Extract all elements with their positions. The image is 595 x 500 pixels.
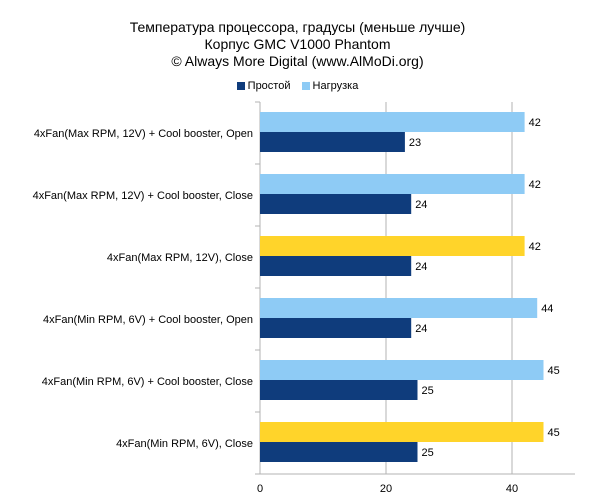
data-label-idle: 24	[415, 261, 427, 273]
bar-load	[260, 298, 538, 318]
bar-idle	[260, 442, 418, 462]
category-label: 4xFan(Min RPM, 6V) + Cool booster, Open	[43, 314, 253, 326]
legend-item-load: Нагрузка	[301, 80, 359, 92]
bar-idle	[260, 380, 418, 400]
data-label-idle: 25	[422, 385, 434, 397]
data-label-load: 45	[548, 365, 560, 377]
data-label-idle: 24	[415, 323, 427, 335]
bar-idle	[260, 194, 412, 214]
legend-swatch-load	[301, 82, 310, 90]
data-label-load: 42	[529, 179, 541, 191]
bar-idle	[260, 256, 412, 276]
data-label-idle: 24	[415, 199, 427, 211]
category-label: 4xFan(Max RPM, 12V), Close	[107, 252, 253, 264]
bar-idle	[260, 318, 412, 338]
data-label-load: 42	[529, 241, 541, 253]
x-tick-label: 20	[380, 483, 392, 495]
bar-load	[260, 236, 525, 256]
data-label-load: 44	[541, 303, 553, 315]
category-label: 4xFan(Max RPM, 12V) + Cool booster, Clos…	[33, 190, 253, 202]
chart-subtitle: Корпус GMC V1000 Phantom	[204, 36, 391, 52]
chart-copyright: © Always More Digital (www.AlMoDi.org)	[171, 53, 424, 69]
bar-load	[260, 360, 544, 380]
bar-load	[260, 422, 544, 442]
chart-title: Температура процессора, градусы (меньше …	[129, 19, 466, 35]
bar-load	[260, 174, 525, 194]
legend-swatch-idle	[236, 82, 245, 90]
x-tick-label: 40	[506, 483, 518, 495]
legend-label-load: Нагрузка	[312, 80, 359, 92]
bar-idle	[260, 132, 405, 152]
legend-label-idle: Простой	[247, 80, 291, 92]
x-tick-label: 0	[257, 483, 263, 495]
bar-load	[260, 112, 525, 132]
data-label-load: 45	[548, 427, 560, 439]
data-label-idle: 25	[422, 447, 434, 459]
legend-item-idle: Простой	[236, 80, 291, 92]
data-label-idle: 23	[409, 137, 421, 149]
data-label-load: 42	[529, 117, 541, 129]
category-label: 4xFan(Min RPM, 6V) + Cool booster, Close	[42, 376, 253, 388]
category-label: 4xFan(Max RPM, 12V) + Cool booster, Open	[34, 128, 253, 140]
legend: Простой Нагрузка	[0, 80, 595, 93]
category-label: 4xFan(Min RPM, 6V), Close	[116, 438, 253, 450]
